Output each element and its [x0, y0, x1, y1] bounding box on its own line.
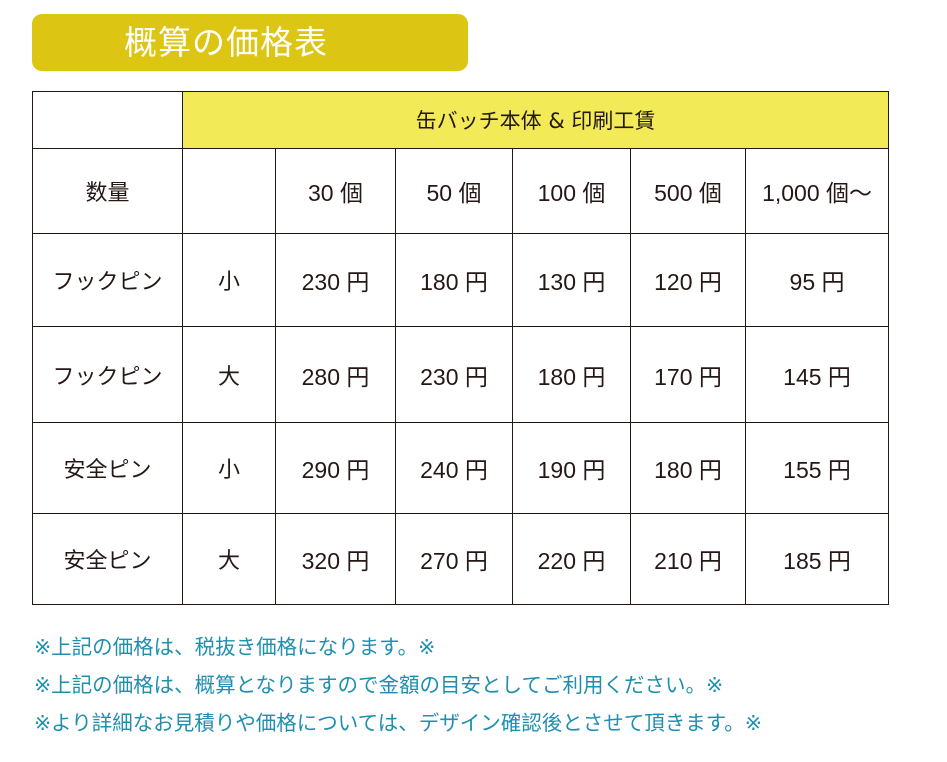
quantity-cell: 30 個 [275, 148, 396, 234]
pin-type: 安全ピン [32, 513, 183, 605]
pin-type: フックピン [32, 326, 183, 423]
price-cell: 95 円 [744, 233, 890, 327]
pin-size: 大 [182, 326, 276, 423]
price-cell: 145 円 [744, 326, 890, 423]
price-cell: 210 円 [630, 513, 746, 605]
price-cell: 270 円 [395, 513, 513, 605]
price-cell: 155 円 [744, 422, 890, 514]
quantity-cell: 1,000 個～ [744, 148, 890, 234]
table-row: 安全ピン 大 320 円 270 円 220 円 210 円 185 円 [32, 513, 890, 605]
price-cell: 230 円 [395, 326, 513, 423]
table-row: フックピン 大 280 円 230 円 180 円 170 円 145 円 [32, 326, 890, 423]
quantity-cell: 500 個 [630, 148, 746, 234]
pin-type: 安全ピン [32, 422, 183, 514]
quantity-label: 数量 [32, 148, 183, 234]
note-quote: ※より詳細なお見積りや価格については、デザイン確認後とさせて頂きます。※ [34, 711, 762, 735]
price-cell: 120 円 [630, 233, 746, 327]
title-banner: 概算の価格表 [32, 14, 468, 71]
price-cell: 280 円 [275, 326, 396, 423]
price-cell: 290 円 [275, 422, 396, 514]
corner-cell [32, 91, 183, 149]
price-cell: 170 円 [630, 326, 746, 423]
pin-size: 大 [182, 513, 276, 605]
table-row: 安全ピン 小 290 円 240 円 190 円 180 円 155 円 [32, 422, 890, 514]
table-header-row: 缶バッチ本体 & 印刷工賃 [32, 91, 890, 149]
table-row: フックピン 小 230 円 180 円 130 円 120 円 95 円 [32, 233, 890, 327]
price-cell: 130 円 [512, 233, 631, 327]
price-table: 缶バッチ本体 & 印刷工賃 数量 30 個 50 個 100 個 500 個 1… [32, 91, 890, 605]
table-header: 缶バッチ本体 & 印刷工賃 [181, 91, 890, 149]
price-cell: 230 円 [275, 233, 396, 327]
price-cell: 185 円 [744, 513, 890, 605]
price-cell: 180 円 [395, 233, 513, 327]
price-cell: 320 円 [275, 513, 396, 605]
quantity-row: 数量 30 個 50 個 100 個 500 個 1,000 個～ [32, 148, 890, 234]
size-header-cell [182, 148, 276, 234]
price-cell: 180 円 [512, 326, 631, 423]
price-cell: 190 円 [512, 422, 631, 514]
notes: ※上記の価格は、税抜き価格になります。※ ※上記の価格は、概算となりますので金額… [34, 628, 762, 742]
note-estimate: ※上記の価格は、概算となりますので金額の目安としてご利用ください。※ [34, 673, 724, 697]
quantity-cell: 50 個 [395, 148, 513, 234]
note-tax: ※上記の価格は、税抜き価格になります。※ [34, 635, 436, 659]
page-title: 概算の価格表 [124, 23, 328, 62]
price-cell: 220 円 [512, 513, 631, 605]
price-cell: 240 円 [395, 422, 513, 514]
pin-size: 小 [182, 422, 276, 514]
quantity-cell: 100 個 [512, 148, 631, 234]
pin-size: 小 [182, 233, 276, 327]
price-cell: 180 円 [630, 422, 746, 514]
pin-type: フックピン [32, 233, 183, 327]
